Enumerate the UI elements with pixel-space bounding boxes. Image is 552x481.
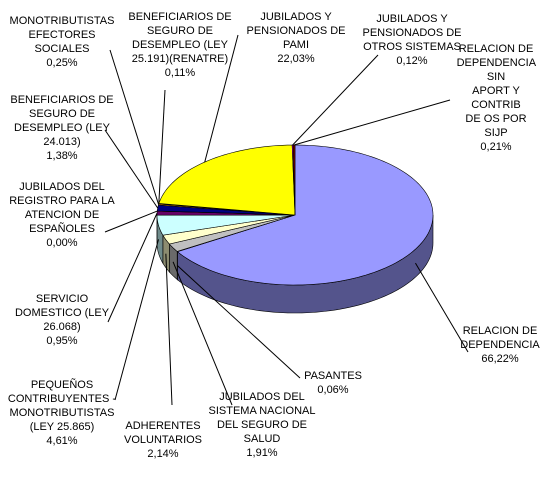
- slice-label: JUBILADOS DEL REGISTRO PARA LA ATENCION …: [9, 180, 115, 250]
- slice-label: PASANTES 0,06%: [304, 369, 362, 397]
- leader-line: [415, 262, 469, 353]
- slice-label: JUBILADOS Y PENSIONADOS DE PAMI 22,03%: [246, 10, 345, 66]
- slice-label: JUBILADOS DEL SISTEMA NACIONAL DEL SEGUR…: [209, 390, 316, 460]
- value-label: 0,11%: [164, 67, 196, 79]
- category-name: RELACION DE DEPENDENCIA: [460, 325, 540, 351]
- leader-line: [292, 54, 379, 146]
- category-name: JUBILADOS DEL REGISTRO PARA LA ATENCION …: [9, 181, 115, 235]
- slice: [158, 144, 296, 216]
- category-name: PEQUEÑOS CONTRIBUYENTES - MONOTRIBUTISTA…: [7, 379, 117, 433]
- value-label: 4,61%: [46, 435, 78, 447]
- leader-line: [109, 49, 160, 205]
- category-name: JUBILADOS DEL SISTEMA NACIONAL DEL SEGUR…: [208, 391, 316, 445]
- category-name: MONOTRIBUTISTAS EFECTORES SOCIALES: [9, 15, 115, 55]
- slice-label: JUBILADOS Y PENSIONADOS DE OTROS SISTEMA…: [362, 12, 461, 68]
- leader-line: [114, 239, 159, 401]
- slice-label: RELACION DE DEPENDENCIA SIN APORT Y CONT…: [457, 42, 536, 154]
- slice-label: MONOTRIBUTISTAS EFECTORES SOCIALES 0,25%: [10, 14, 115, 70]
- category-name: PASANTES: [304, 370, 362, 382]
- leader-line: [165, 253, 173, 406]
- value-label: 22,03%: [277, 53, 315, 65]
- slice-label: RELACION DE DEPENDENCIA 66,22%: [460, 324, 539, 366]
- leader-line: [104, 210, 158, 233]
- category-name: BENEFICIARIOS DE SEGURO DE DESEMPLEO (LE…: [128, 11, 232, 65]
- value-label: 66,22%: [481, 353, 519, 365]
- slice-label: ADHERENTES VOLUNTARIOS 2,14%: [124, 419, 202, 461]
- value-label: 0,95%: [46, 335, 78, 347]
- leader-line: [293, 99, 451, 146]
- category-name: JUBILADOS Y PENSIONADOS DE OTROS SISTEMA…: [362, 13, 462, 53]
- leader-line: [107, 212, 158, 323]
- category-name: SERVICIO DOMESTICO (LEY 26.068): [14, 293, 110, 333]
- slice-label: BENEFICIARIOS DE SEGURO DE DESEMPLEO (LE…: [10, 93, 113, 163]
- slice-label: BENEFICIARIOS DE SEGURO DE DESEMPLEO (LE…: [128, 10, 231, 80]
- slice: [156, 214, 296, 236]
- value-label: 0,00%: [46, 237, 78, 249]
- slice-label: PEQUEÑOS CONTRIBUYENTES - MONOTRIBUTISTA…: [8, 378, 116, 448]
- slice-label: SERVICIO DOMESTICO (LEY 26.068) 0,95%: [15, 292, 109, 348]
- category-name: RELACION DE DEPENDENCIA SIN APORT Y CONT…: [456, 43, 537, 139]
- value-label: 0,06%: [317, 384, 349, 396]
- value-label: 2,14%: [147, 448, 179, 460]
- category-name: BENEFICIARIOS DE SEGURO DE DESEMPLEO (LE…: [10, 94, 114, 148]
- leader-line: [176, 265, 301, 379]
- category-name: ADHERENTES VOLUNTARIOS: [123, 420, 203, 446]
- value-label: 0,12%: [396, 55, 428, 67]
- value-label: 0,25%: [46, 57, 78, 69]
- value-label: 1,38%: [46, 150, 78, 162]
- slice: [176, 144, 434, 286]
- leader-line: [204, 34, 239, 163]
- value-label: 0,21%: [480, 141, 512, 153]
- leader-line: [158, 89, 166, 204]
- category-name: JUBILADOS Y PENSIONADOS DE PAMI: [246, 11, 346, 51]
- leader-line: [172, 261, 233, 406]
- leader-line: [104, 129, 159, 209]
- value-label: 1,91%: [246, 447, 278, 459]
